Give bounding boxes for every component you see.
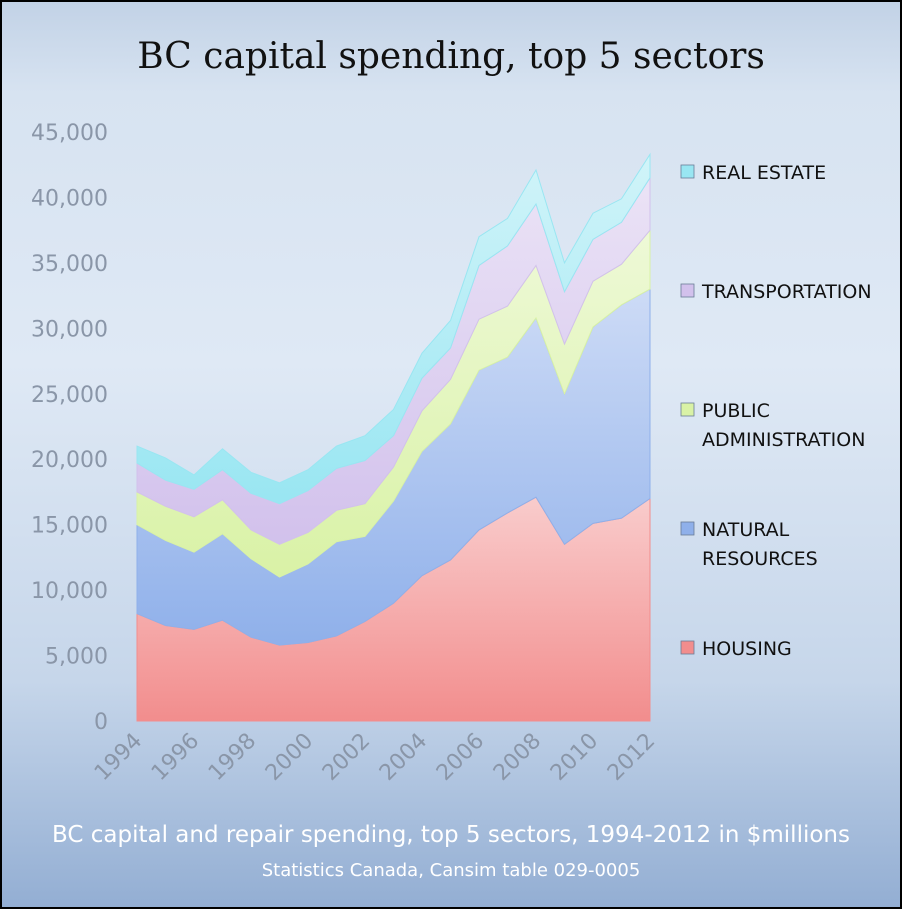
- x-axis-ticks: 1994 1996 1998 2000 2002 2004 2006 2008 2010 2012: [90, 729, 660, 786]
- legend: REAL ESTATE TRANSPORTATION PUBLIC ADMINISTR…: [680, 162, 872, 660]
- legend-swatch: [680, 640, 695, 655]
- x-tick-label: 2008: [489, 729, 546, 786]
- x-tick-label: 2004: [375, 729, 432, 786]
- x-tick-label: 1996: [147, 729, 204, 786]
- x-tick-label: 2010: [546, 729, 603, 786]
- y-axis-ticks: 0 5,000 10,000 15,000 20,000 25,000 30,000 35,0…: [31, 121, 108, 735]
- y-tick-label: 20,000: [31, 448, 108, 473]
- legend-label: HOUSING: [702, 638, 792, 660]
- y-tick-label: 10,000: [31, 579, 108, 604]
- legend-label: ADMINISTRATION: [702, 429, 865, 451]
- legend-label: REAL ESTATE: [702, 162, 826, 184]
- x-tick-label: 2002: [318, 729, 375, 786]
- y-tick-label: 30,000: [31, 317, 108, 342]
- y-tick-label: 45,000: [31, 121, 108, 146]
- area-layers: [136, 152, 651, 722]
- legend-item-housing: HOUSING: [680, 638, 792, 660]
- legend-swatch: [680, 164, 695, 179]
- legend-label: RESOURCES: [702, 548, 818, 570]
- y-tick-label: 35,000: [31, 252, 108, 277]
- legend-label: PUBLIC: [702, 400, 770, 422]
- legend-item-public-administration: PUBLIC ADMINISTRATION: [680, 400, 865, 451]
- x-tick-label: 1998: [204, 729, 261, 786]
- legend-swatch: [680, 283, 695, 298]
- legend-label: TRANSPORTATION: [701, 281, 872, 303]
- y-tick-label: 40,000: [31, 186, 108, 211]
- y-tick-label: 0: [94, 710, 108, 735]
- area-series-real-estate: [136, 152, 651, 505]
- legend-item-real-estate: REAL ESTATE: [680, 162, 826, 184]
- legend-swatch: [680, 521, 695, 536]
- legend-item-transportation: TRANSPORTATION: [680, 281, 872, 303]
- chart-source: Statistics Canada, Cansim table 029-0005: [261, 860, 641, 881]
- legend-label: NATURAL: [702, 519, 790, 541]
- x-tick-label: 1994: [90, 729, 147, 786]
- y-tick-label: 15,000: [31, 514, 108, 539]
- x-tick-label: 2000: [261, 729, 318, 786]
- chart-title: BC capital spending, top 5 sectors: [137, 36, 765, 77]
- x-tick-label: 2012: [603, 729, 660, 786]
- y-tick-label: 5,000: [45, 645, 108, 670]
- x-tick-label: 2006: [432, 729, 489, 786]
- y-tick-label: 25,000: [31, 383, 108, 408]
- legend-swatch: [680, 402, 695, 417]
- legend-item-natural-resources: NATURAL RESOURCES: [680, 519, 818, 570]
- chart-caption: BC capital and repair spending, top 5 se…: [52, 822, 850, 848]
